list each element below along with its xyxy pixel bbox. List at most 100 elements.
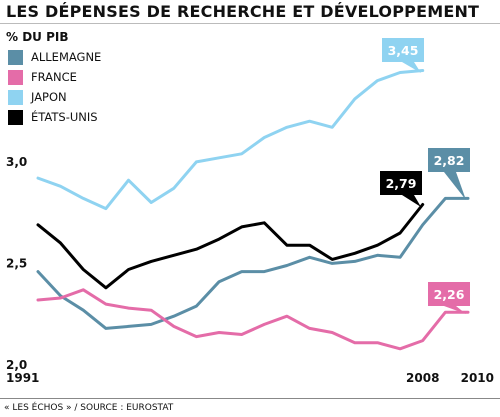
y-axis-unit-label: % DU PIB	[6, 30, 69, 44]
data-point-japon	[241, 153, 243, 155]
data-point-japon	[150, 201, 152, 204]
data-point-etats-unis	[60, 242, 62, 244]
data-point-etats-unis	[195, 248, 198, 250]
data-point-japon	[60, 185, 62, 187]
data-point-france	[376, 342, 379, 344]
legend-item-japon: JAPON	[8, 87, 101, 107]
data-point-france	[195, 335, 198, 338]
data-point-japon	[422, 69, 424, 72]
data-point-japon	[331, 126, 333, 128]
data-point-etats-unis	[37, 224, 39, 226]
source-note: « LES ÉCHOS » / SOURCE : EUROSTAT	[4, 403, 174, 413]
data-point-allemagne	[331, 262, 333, 265]
data-point-allemagne	[82, 309, 84, 311]
data-point-etats-unis	[354, 252, 356, 254]
series-line-allemagne	[36, 196, 470, 330]
data-point-etats-unis	[105, 287, 107, 289]
data-point-japon	[105, 207, 107, 210]
y-tick-label: 3,0	[6, 155, 27, 169]
data-point-etats-unis	[308, 244, 311, 246]
data-point-japon	[173, 187, 175, 189]
legend: ALLEMAGNE FRANCE JAPON ÉTATS-UNIS	[8, 47, 101, 127]
data-point-japon	[354, 98, 356, 100]
data-point-etats-unis	[263, 222, 265, 224]
data-point-allemagne	[173, 315, 175, 317]
data-point-japon	[127, 179, 130, 181]
data-point-japon	[399, 71, 401, 74]
data-point-allemagne	[37, 270, 39, 273]
data-point-allemagne	[376, 254, 379, 256]
data-point-france	[82, 289, 84, 291]
data-point-etats-unis	[331, 258, 333, 260]
legend-label-etats-unis: ÉTATS-UNIS	[31, 110, 98, 124]
footer-divider	[0, 398, 500, 399]
end-label-box-etats-unis	[380, 171, 422, 195]
legend-label-france: FRANCE	[31, 70, 77, 84]
legend-item-allemagne: ALLEMAGNE	[8, 47, 101, 67]
end-label-box-japon	[382, 38, 424, 62]
y-tick-label: 2,0	[6, 358, 27, 372]
x-tick-label: 2008	[406, 371, 439, 385]
data-point-allemagne	[444, 197, 446, 200]
data-point-france	[241, 333, 243, 336]
data-point-japon	[218, 157, 220, 159]
data-point-japon	[195, 161, 198, 163]
data-point-france	[105, 303, 107, 305]
end-label-pointer-etats-unis	[402, 195, 421, 207]
data-point-etats-unis	[286, 244, 288, 246]
data-point-allemagne	[218, 281, 220, 283]
data-point-japon	[376, 80, 379, 82]
data-point-allemagne	[354, 260, 356, 263]
series-line-etats-unis	[36, 203, 425, 290]
series-line-japon	[36, 69, 425, 211]
data-point-france	[467, 311, 469, 313]
data-point-allemagne	[241, 270, 243, 273]
end-label-pointer-japon	[402, 62, 421, 73]
data-point-allemagne	[60, 295, 62, 297]
end-label-japon: 3,45	[388, 43, 419, 58]
data-point-allemagne	[467, 197, 469, 200]
y-tick-label: 2,5	[6, 256, 27, 270]
data-point-france	[60, 297, 62, 299]
data-point-etats-unis	[82, 268, 84, 271]
data-point-allemagne	[399, 256, 401, 258]
data-point-allemagne	[195, 305, 198, 307]
data-point-france	[218, 331, 220, 334]
data-point-etats-unis	[173, 254, 175, 256]
end-label-etats-unis: 2,79	[386, 176, 417, 191]
data-point-france	[263, 323, 265, 325]
data-point-france	[308, 327, 311, 330]
x-tick-label: 2010	[461, 371, 494, 385]
end-label-pointer-france	[444, 306, 466, 314]
data-point-etats-unis	[218, 238, 220, 240]
legend-label-allemagne: ALLEMAGNE	[31, 50, 102, 64]
end-label-pointer-allemagne	[444, 172, 466, 200]
data-point-france	[331, 331, 333, 334]
data-point-france	[422, 340, 424, 342]
data-point-etats-unis	[150, 260, 152, 263]
data-point-allemagne	[150, 323, 152, 325]
legend-swatch-allemagne	[8, 49, 23, 65]
data-point-allemagne	[105, 327, 107, 330]
legend-label-japon: JAPON	[31, 90, 67, 104]
end-label-box-allemagne	[428, 148, 470, 172]
data-point-etats-unis	[422, 203, 424, 206]
legend-swatch-france	[8, 69, 23, 85]
data-point-japon	[37, 177, 39, 179]
data-point-france	[37, 299, 39, 301]
x-tick-label: 1991	[6, 371, 39, 385]
data-point-allemagne	[286, 264, 288, 267]
data-point-france	[354, 342, 356, 344]
title-divider	[0, 23, 500, 24]
data-point-allemagne	[263, 270, 265, 273]
data-point-france	[399, 348, 401, 350]
data-point-france	[150, 309, 152, 311]
end-label-france: 2,26	[434, 287, 465, 302]
data-point-japon	[286, 126, 288, 128]
data-point-france	[127, 307, 130, 309]
data-point-france	[286, 315, 288, 317]
series-line-france	[36, 288, 470, 351]
legend-item-etats-unis: ÉTATS-UNIS	[8, 107, 101, 127]
data-point-allemagne	[422, 224, 424, 226]
